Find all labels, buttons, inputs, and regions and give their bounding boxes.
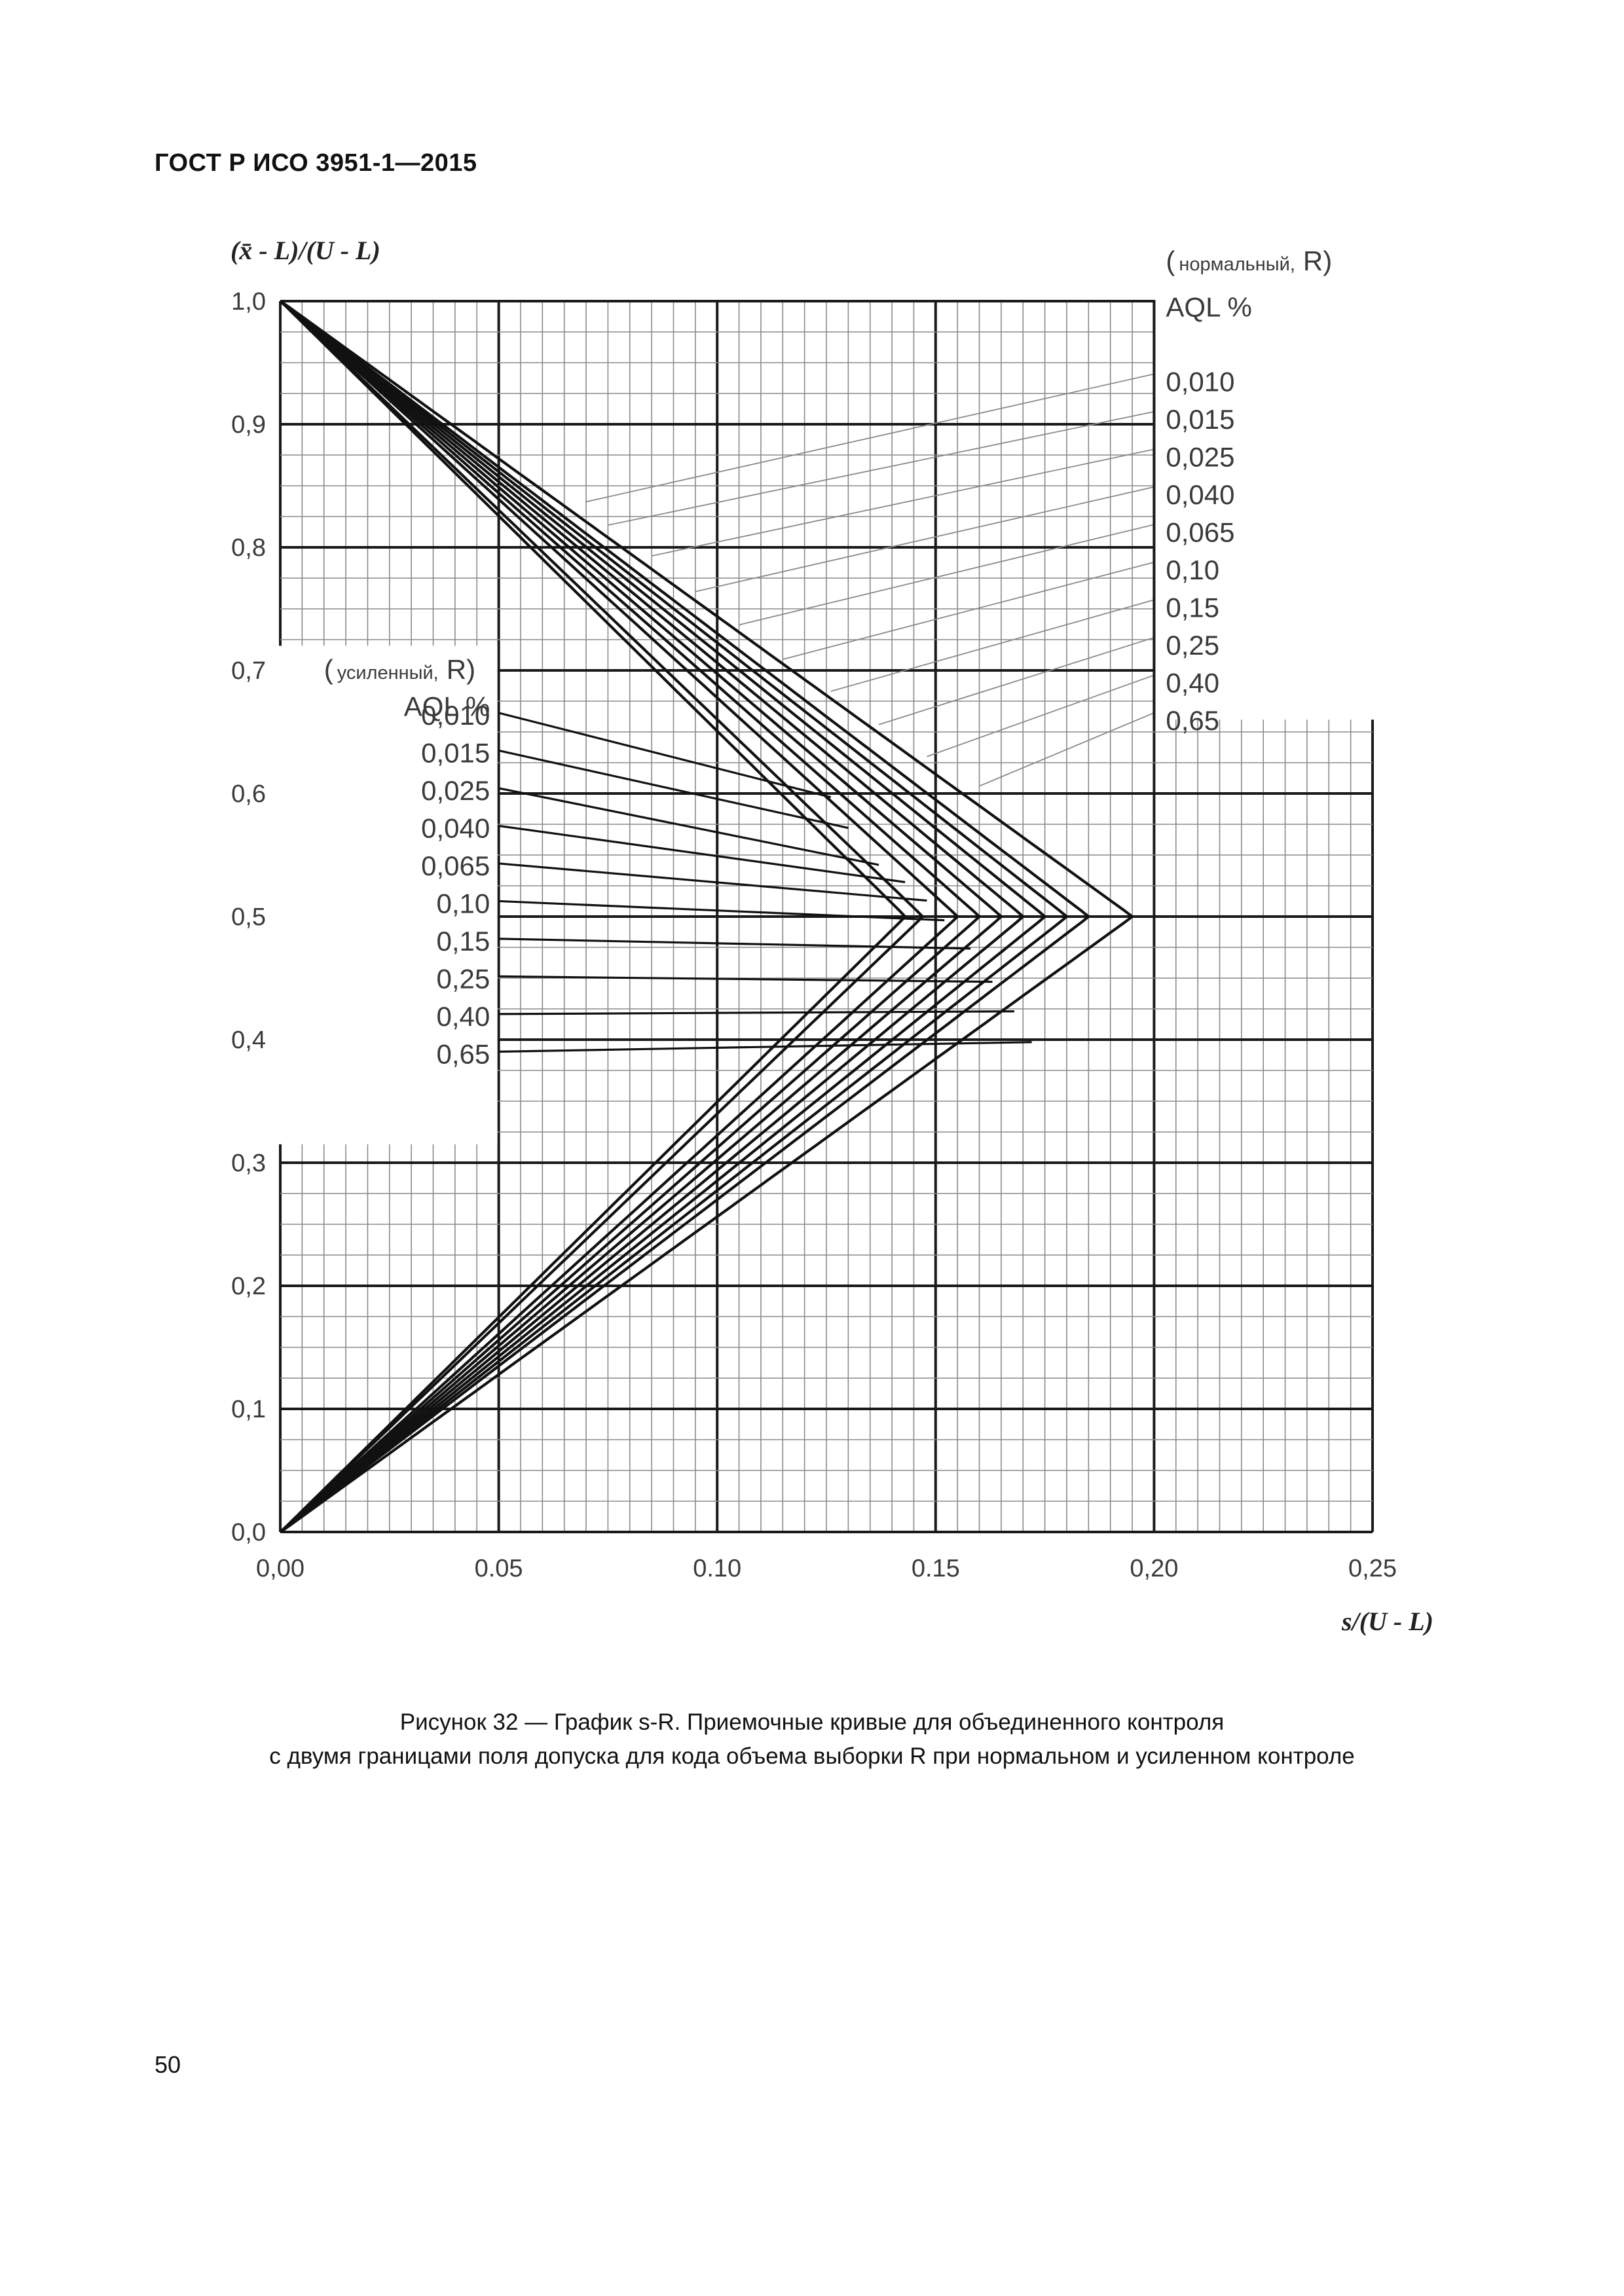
tightened-pointer-line [498,749,849,829]
tightened-pointer-line [498,787,879,866]
figure-caption: Рисунок 32 — График s-R. Приемочные крив… [0,1705,1624,1774]
curve-aql-0-65 [279,300,1134,1533]
normal-aql-label: 0,25 [1166,630,1219,661]
normal-aql-label: 0,40 [1166,667,1219,698]
tightened-aql-label: 0,025 [421,775,490,806]
curve-aql-0-40 [279,300,1090,1533]
legend-pointers [498,373,1154,1053]
curve-aql-0-015 [279,300,924,1533]
normal-pointer-line [739,524,1154,626]
tightened-legend-subheading: AQL % [404,691,490,722]
caption-line-1: Рисунок 32 — График s-R. Приемочные крив… [399,1709,1225,1735]
x-tick-label: 0.10 [693,1555,741,1582]
normal-pointer-line [651,448,1154,557]
tightened-aql-label: 0,25 [437,963,490,994]
tightened-pointer-line [498,1010,1014,1015]
normal-heading-paren: ( [1166,246,1175,276]
normal-aql-label: 0,040 [1166,479,1234,510]
y-tick-label: 0,7 [231,657,266,685]
curve-aql-0-10 [279,300,1025,1533]
y-tick-label: 0,0 [231,1519,266,1546]
y-axis-title: (x̄ - L)/(U - L) [231,236,380,265]
normal-pointer-line [608,410,1154,526]
x-tick-label: 0,25 [1348,1555,1397,1582]
tightened-heading-mode: усиленный, [337,663,439,683]
curve-aql-0-15 [279,300,1046,1533]
y-tick-label: 0,5 [231,903,266,931]
curve-aql-0-010 [279,300,907,1533]
y-tick-label: 0,6 [231,780,266,808]
caption-line-2: с двумя границами поля допуска для кода … [269,1743,1355,1769]
y-tick-label: 0,8 [231,534,266,562]
tightened-legend-heading: (усиленный, R) [324,654,475,685]
x-tick-label: 0.05 [475,1555,523,1582]
normal-aql-label: 0,65 [1166,705,1219,736]
tightened-legend-background [274,646,498,1144]
tightened-aql-label: 0,015 [421,737,490,768]
y-tick-label: 0,2 [231,1273,266,1300]
s-r-chart: 0,00 0.05 0.10 0.15 0,20 0,250,00,10,20,30,40… [231,236,1624,1636]
normal-heading-code: R) [1303,246,1332,276]
acceptance-curves [279,300,1134,1533]
tightened-aql-label: 0,065 [421,850,490,881]
tightened-aql-label: 0,40 [437,1001,490,1032]
tightened-pointer-line [498,900,945,922]
normal-pointer-line [979,712,1154,787]
tightened-aql-label: 0,10 [437,888,490,919]
y-tick-label: 0,1 [231,1396,266,1423]
normal-aql-label: 0,010 [1166,366,1234,397]
normal-aql-label: 0,065 [1166,517,1234,547]
page-number: 50 [155,2051,181,2078]
curve-aql-0-065 [279,300,1003,1533]
aql-legends: (нормальный, R)AQL %0,0100,0150,0250,0400… [324,246,1333,1069]
tightened-pointer-line [498,975,993,983]
normal-legend-subheading: AQL % [1166,291,1252,322]
curve-aql-0-25 [279,300,1069,1533]
normal-aql-label: 0,10 [1166,555,1219,585]
tightened-pointer-line [498,862,927,902]
tightened-pointer-line [498,824,906,883]
y-tick-label: 0,4 [231,1027,266,1054]
tightened-heading-paren: ( [324,654,333,685]
tightened-pointer-line [498,1041,1032,1053]
curve-aql-0-025 [279,300,959,1533]
normal-legend-heading: (нормальный, R) [1166,246,1332,276]
normal-pointer-line [783,561,1154,660]
normal-pointer-line [878,636,1154,725]
normal-heading-mode: нормальный, [1179,254,1295,275]
axis-ticks: 0,00 0.05 0.10 0.15 0,20 0,250,00,10,20,30,40… [231,288,1397,1582]
normal-pointer-line [695,486,1154,592]
normal-pointer-line [927,674,1154,757]
x-tick-label: 0.15 [912,1555,960,1582]
normal-legend-background [1155,262,1624,720]
normal-aql-label: 0,025 [1166,441,1234,472]
tightened-heading-code: R) [447,654,475,685]
x-axis-title: s/(U - L) [1341,1607,1433,1636]
y-tick-label: 0,9 [231,411,266,439]
normal-pointer-line [585,373,1154,503]
y-tick-label: 1,0 [231,288,266,316]
normal-aql-label: 0,015 [1166,404,1234,435]
tightened-aql-label: 0,15 [437,926,490,957]
x-tick-label: 0,00 [256,1555,304,1582]
tightened-aql-label: 0,010 [421,700,490,731]
tightened-aql-label: 0,65 [437,1038,490,1069]
curve-aql-0-040 [279,300,981,1533]
normal-aql-label: 0,15 [1166,592,1219,623]
normal-pointer-line [830,599,1154,692]
x-tick-label: 0,20 [1130,1555,1178,1582]
document-header: ГОСТ Р ИСО 3951-1—2015 [155,149,477,177]
legend-backgrounds [274,262,1624,1144]
tightened-aql-label: 0,040 [421,812,490,843]
tightened-pointer-line [498,712,832,799]
y-tick-label: 0,3 [231,1150,266,1177]
